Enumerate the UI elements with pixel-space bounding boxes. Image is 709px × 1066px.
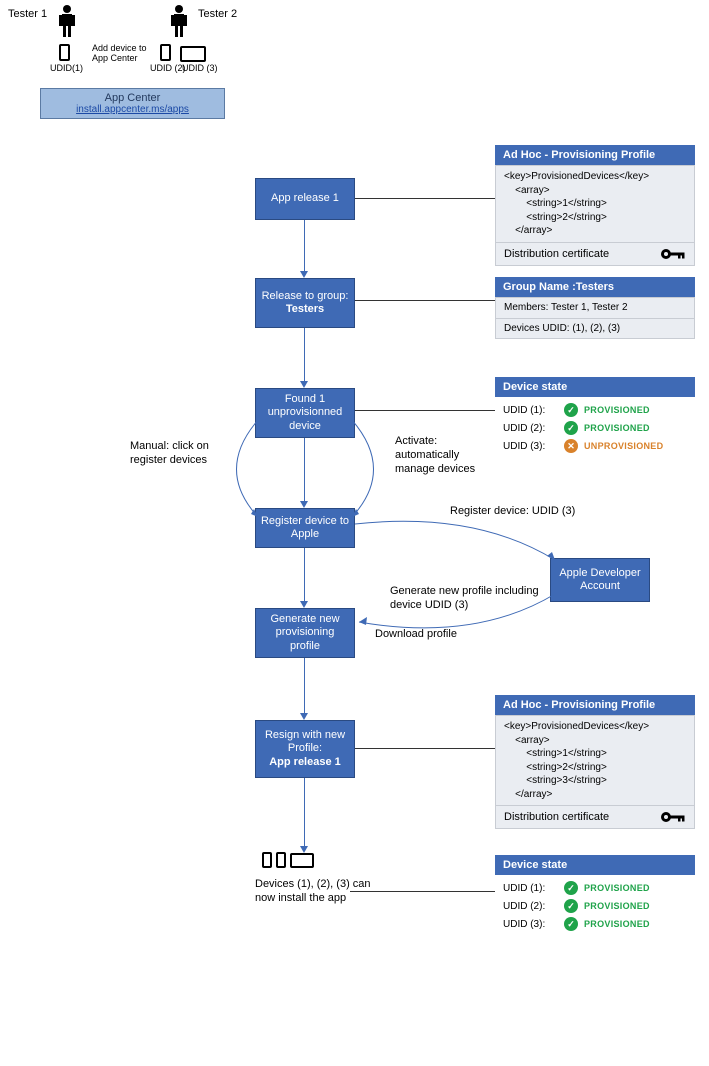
- state-row: UDID (1):✓PROVISIONED: [503, 879, 687, 897]
- tester2-label: Tester 2: [198, 8, 237, 20]
- arrow: [304, 220, 305, 271]
- state-row: UDID (2):✓PROVISIONED: [503, 897, 687, 915]
- phone-icon: [59, 44, 70, 61]
- card-adhoc-2: Ad Hoc - Provisioning Profile <key>Provi…: [495, 695, 695, 829]
- annot-generate: Generate new profile including device UD…: [390, 585, 540, 613]
- connector: [355, 748, 495, 749]
- phone-icon: [160, 44, 171, 61]
- node-apple-dev: Apple Developer Account: [550, 558, 650, 602]
- card-adhoc-1: Ad Hoc - Provisioning Profile <key>Provi…: [495, 145, 695, 266]
- card-dist: Distribution certificate: [495, 806, 695, 829]
- card-device-state-2: Device state UDID (1):✓PROVISIONED UDID …: [495, 855, 695, 937]
- state-row: UDID (3):✓PROVISIONED: [503, 915, 687, 933]
- card-code: <key>ProvisionedDevices</key> <array> <s…: [504, 170, 686, 238]
- arrow-head-icon: [300, 713, 308, 720]
- node-release-group: Release to group:Testers: [255, 278, 355, 328]
- annot-final: Devices (1), (2), (3) can now install th…: [255, 878, 375, 906]
- node-register-apple: Register device to Apple: [255, 508, 355, 548]
- card-header: Ad Hoc - Provisioning Profile: [495, 145, 695, 165]
- card-header: Group Name :Testers: [495, 277, 695, 297]
- annot-download: Download profile: [375, 628, 457, 642]
- key-icon: [660, 247, 686, 261]
- node-app-release-1: App release 1: [255, 178, 355, 220]
- appcenter-link[interactable]: install.appcenter.ms/apps: [51, 104, 214, 115]
- card-dist: Distribution certificate: [495, 243, 695, 266]
- node-resign: Resign with new Profile:App release 1: [255, 720, 355, 778]
- connector: [355, 410, 495, 411]
- connector: [355, 300, 495, 301]
- arrow: [304, 778, 305, 846]
- card-code: <key>ProvisionedDevices</key> <array> <s…: [504, 720, 686, 801]
- state-row: UDID (1):✓PROVISIONED: [503, 401, 687, 419]
- tablet-icon: [290, 853, 314, 868]
- appcenter-title: App Center: [51, 92, 214, 104]
- arrow-head-icon: [300, 501, 308, 508]
- state-row: UDID (3):✕UNPROVISIONED: [503, 437, 687, 455]
- card-header: Device state: [495, 377, 695, 397]
- card-header: Device state: [495, 855, 695, 875]
- arrow: [304, 548, 305, 601]
- curve-left: [215, 420, 260, 520]
- person-icon: [170, 4, 188, 38]
- arrow-head-icon: [300, 601, 308, 608]
- card-header: Ad Hoc - Provisioning Profile: [495, 695, 695, 715]
- phone-icon: [262, 852, 272, 868]
- curve-right: [350, 420, 395, 520]
- card-members: Members: Tester 1, Tester 2: [495, 297, 695, 319]
- udid3-label: UDID (3): [182, 63, 218, 73]
- card-device-state-1: Device state UDID (1):✓PROVISIONED UDID …: [495, 377, 695, 459]
- arrow: [304, 658, 305, 713]
- key-icon: [660, 810, 686, 824]
- connector: [355, 198, 495, 199]
- annot-manual: Manual: click on register devices: [130, 440, 235, 468]
- state-row: UDID (2):✓PROVISIONED: [503, 419, 687, 437]
- card-group: Group Name :Testers Members: Tester 1, T…: [495, 277, 695, 339]
- annot-register: Register device: UDID (3): [450, 505, 575, 519]
- tablet-icon: [180, 46, 206, 62]
- arrow: [304, 328, 305, 381]
- person-icon: [58, 4, 76, 38]
- arrow-head-icon: [300, 381, 308, 388]
- final-devices: [262, 852, 314, 868]
- add-device-label: Add device toApp Center: [92, 44, 147, 64]
- arrow: [304, 438, 305, 501]
- phone-icon: [276, 852, 286, 868]
- annot-activate: Activate: automatically manage devices: [395, 435, 485, 476]
- curve-register: [355, 516, 560, 566]
- udid1-label: UDID(1): [50, 63, 83, 73]
- node-found-unprov: Found 1 unprovisionned device: [255, 388, 355, 438]
- arrow-head-icon: [300, 271, 308, 278]
- node-gen-profile: Generate new provisioning profile: [255, 608, 355, 658]
- card-devices: Devices UDID: (1), (2), (3): [495, 319, 695, 340]
- diagram-canvas: Tester 1 Tester 2 UDID(1) UDID (2) UDID …: [0, 0, 709, 1066]
- tester1-label: Tester 1: [8, 8, 47, 20]
- appcenter-box: App Center install.appcenter.ms/apps: [40, 88, 225, 119]
- udid2-label: UDID (2): [150, 63, 186, 73]
